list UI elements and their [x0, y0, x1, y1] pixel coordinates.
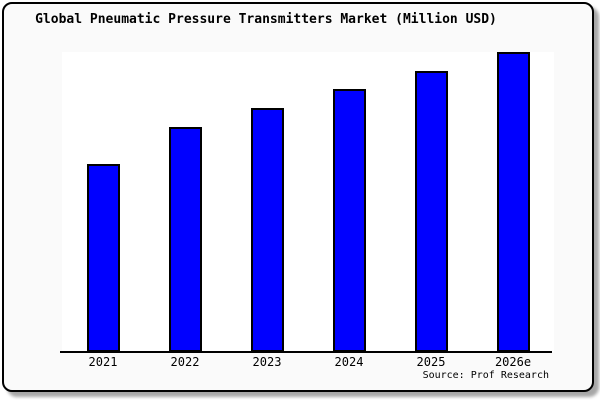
x-tick-label-2023: 2023 [252, 355, 282, 369]
bar-2026e [496, 52, 530, 352]
x-axis-labels: 2021 2022 2023 2024 2025 2026e [4, 4, 592, 390]
bar-2023 [250, 108, 284, 352]
source-credit: Source: Prof Research [422, 370, 549, 381]
x-tick-label-2024: 2024 [334, 355, 364, 369]
chart-title: Global Pneumatic Pressure Transmitters M… [35, 12, 497, 27]
bar-2025 [414, 71, 448, 352]
x-tick-label-2025: 2025 [416, 355, 446, 369]
x-axis-line [60, 351, 552, 353]
bar-2022 [168, 127, 202, 352]
x-tick-label-2022: 2022 [170, 355, 200, 369]
chart-frame: Global Pneumatic Pressure Transmitters M… [2, 2, 594, 392]
plot-area [62, 52, 554, 352]
bar-2021 [86, 164, 120, 352]
x-tick-label-2026e: 2026e [494, 355, 532, 369]
bar-2024 [332, 89, 366, 352]
x-tick-label-2021: 2021 [88, 355, 118, 369]
